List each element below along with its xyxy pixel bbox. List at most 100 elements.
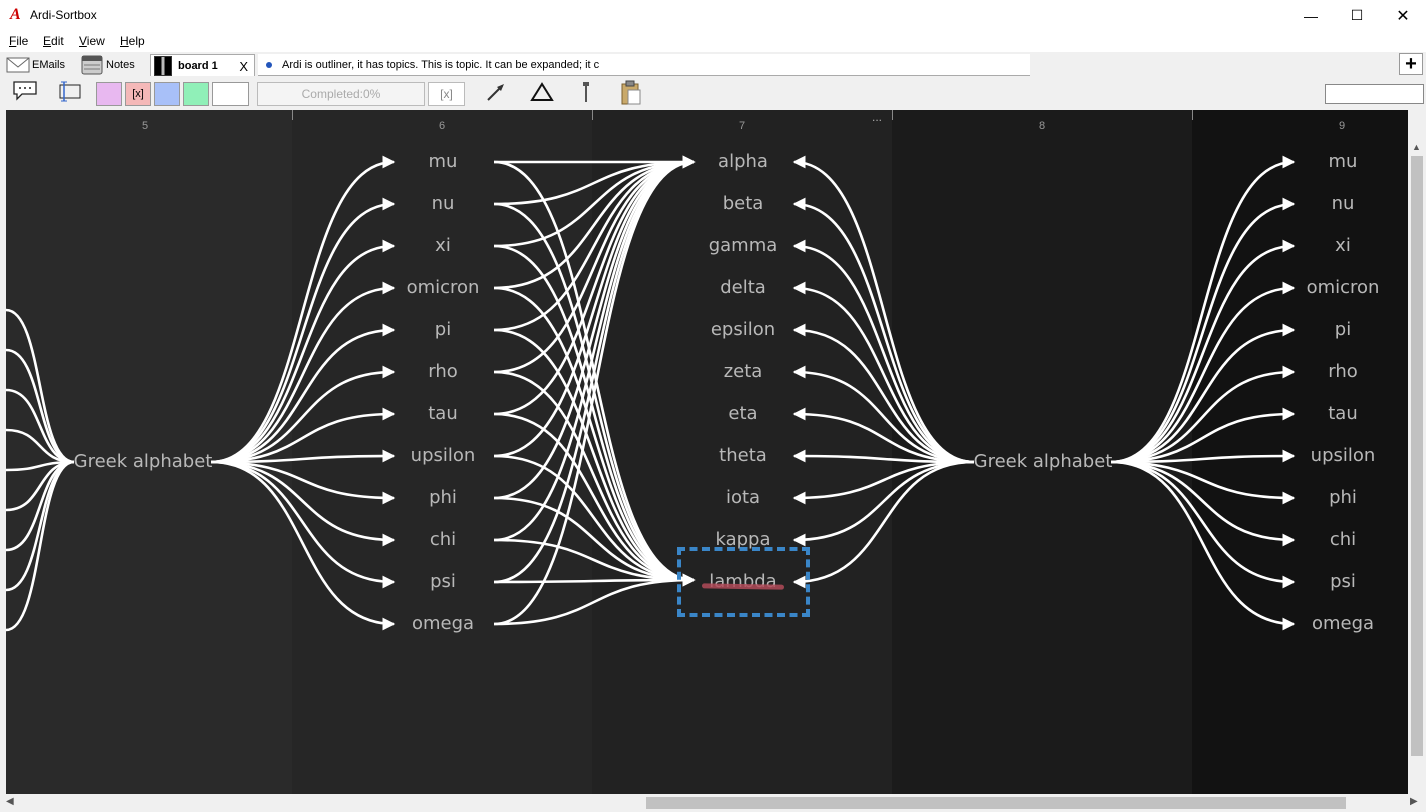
topic-kappa[interactable]: kappa [715, 529, 771, 550]
pin-tool-button[interactable] [576, 80, 596, 107]
tab-outline[interactable]: Ardi is outliner, it has topics. This is… [258, 54, 1030, 76]
text-frame-button[interactable] [57, 80, 83, 105]
color-swatch-violet[interactable] [96, 82, 122, 106]
topic-rho[interactable]: rho [1328, 361, 1358, 382]
edge-root-to-item [1110, 407, 1296, 464]
board-icon [154, 56, 172, 76]
topic-greek-alphabet[interactable]: Greek alphabet [73, 451, 213, 472]
topic-greek-alphabet[interactable]: Greek alphabet [973, 451, 1113, 472]
horizontal-scrollbar[interactable]: ◀ ▶ [0, 794, 1426, 812]
progress-field[interactable]: Completed:0% [257, 82, 425, 106]
vertical-scrollbar[interactable]: ▲ [1408, 110, 1426, 794]
edge-root-to-item [1110, 460, 1296, 589]
arrow-tool-button[interactable] [484, 80, 508, 107]
topic-tau[interactable]: tau [1328, 403, 1358, 424]
topic-nu[interactable]: nu [1331, 193, 1355, 214]
topic-theta[interactable]: theta [719, 445, 767, 466]
topic-upsilon[interactable]: upsilon [410, 445, 476, 466]
edge-root-to-item [210, 155, 396, 464]
triangle-tool-button[interactable] [530, 80, 554, 107]
edge-root-to-item [792, 155, 975, 464]
topic-omicron[interactable]: omicron [406, 277, 480, 298]
topic-upsilon[interactable]: upsilon [1310, 445, 1376, 466]
tab-board[interactable]: board 1 X [150, 54, 255, 77]
topic-gamma[interactable]: gamma [708, 235, 778, 256]
topic-eta[interactable]: eta [728, 403, 758, 424]
color-swatch-green[interactable] [183, 82, 209, 106]
topic-rho[interactable]: rho [428, 361, 458, 382]
edge-item-to-alpha [493, 155, 696, 248]
topic-iota[interactable]: iota [725, 487, 761, 508]
edge-left-partial [6, 428, 75, 464]
topic-omega[interactable]: omega [1311, 613, 1375, 634]
topic-chi[interactable]: chi [1329, 529, 1357, 550]
minimize-button[interactable]: — [1304, 7, 1318, 24]
topic-pi[interactable]: pi [434, 319, 452, 340]
search-input[interactable] [1325, 84, 1424, 104]
edge-root-to-item [792, 460, 975, 505]
edge-item-to-lambda [493, 412, 696, 587]
scroll-left-icon[interactable]: ◀ [6, 796, 14, 807]
column-6: 6 [292, 110, 592, 794]
color-swatch-red[interactable]: [x] [125, 82, 151, 106]
vertical-scroll-thumb[interactable] [1411, 156, 1423, 756]
maximize-button[interactable]: ☐ [1350, 7, 1364, 23]
edge-root-to-item [210, 460, 396, 505]
text-frame-icon [59, 81, 81, 102]
edge-root-to-item [792, 323, 975, 464]
topic-omicron[interactable]: omicron [1306, 277, 1380, 298]
edge-root-to-item [792, 449, 975, 464]
topic-pi[interactable]: pi [1334, 319, 1352, 340]
topic-psi[interactable]: psi [1330, 571, 1356, 592]
topic-chi[interactable]: chi [429, 529, 457, 550]
topic-nu[interactable]: nu [431, 193, 455, 214]
topic-epsilon[interactable]: epsilon [710, 319, 776, 340]
edge-root-to-item [1110, 365, 1296, 464]
horizontal-scroll-thumb[interactable] [646, 797, 1346, 809]
scroll-up-icon[interactable]: ▲ [1412, 142, 1421, 152]
color-swatch-white[interactable] [212, 82, 249, 106]
tab-emails[interactable]: EMails [6, 54, 65, 76]
selection-box [677, 547, 810, 617]
edge-root-to-item [792, 281, 975, 464]
edge-item-to-alpha [493, 155, 696, 458]
topic-zeta[interactable]: zeta [723, 361, 763, 382]
menu-edit[interactable]: Edit [43, 34, 64, 48]
edge-item-to-lambda [493, 370, 696, 587]
color-swatch-blue[interactable] [154, 82, 180, 106]
edge-left-partial [6, 388, 75, 464]
comment-button[interactable] [12, 80, 38, 105]
topic-phi[interactable]: phi [1329, 487, 1357, 508]
edge-item-to-alpha [493, 155, 696, 416]
tab-notes-label: Notes [106, 59, 135, 71]
tab-close-button[interactable]: X [239, 58, 248, 74]
paste-button[interactable] [619, 80, 643, 109]
bullet-icon [266, 61, 272, 68]
topic-mu[interactable]: mu [1328, 151, 1358, 172]
menu-bar: File Edit View Help [0, 31, 1426, 52]
tab-emails-label: EMails [32, 59, 66, 71]
topic-xi[interactable]: xi [1335, 235, 1351, 256]
edge-root-to-item [210, 365, 396, 464]
menu-help[interactable]: Help [120, 34, 145, 48]
menu-file[interactable]: File [9, 34, 29, 48]
topic-psi[interactable]: psi [430, 571, 456, 592]
column-number: 9 [1338, 120, 1346, 132]
topic-beta[interactable]: beta [722, 193, 764, 214]
board-canvas[interactable]: 5 6 7 8 9 ... Greek alphabet mu nu xi omicr… [6, 110, 1408, 794]
close-button[interactable]: ✕ [1396, 7, 1410, 25]
tab-notes[interactable]: Notes [80, 54, 135, 76]
topic-mu[interactable]: mu [428, 151, 458, 172]
menu-view[interactable]: View [79, 34, 105, 48]
topic-omega[interactable]: omega [411, 613, 475, 634]
topic-phi[interactable]: phi [429, 487, 457, 508]
edge-item-to-lambda [493, 454, 696, 587]
clear-button[interactable]: [x] [428, 82, 465, 106]
edge-root-to-item [210, 197, 396, 464]
topic-delta[interactable]: delta [720, 277, 766, 298]
add-tab-button[interactable]: + [1399, 53, 1423, 75]
scroll-right-icon[interactable]: ▶ [1410, 796, 1418, 807]
topic-xi[interactable]: xi [435, 235, 451, 256]
topic-tau[interactable]: tau [428, 403, 458, 424]
topic-alpha[interactable]: alpha [718, 151, 768, 172]
